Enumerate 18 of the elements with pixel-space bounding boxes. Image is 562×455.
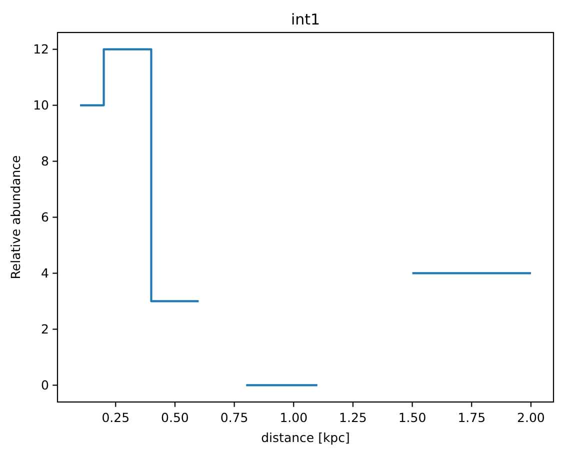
y-tick-label: 0 <box>41 378 50 393</box>
x-tick-label: 0.50 <box>161 410 189 425</box>
y-tick-label: 8 <box>41 154 50 169</box>
y-tick-label: 2 <box>41 322 49 337</box>
x-tick-label: 1.50 <box>398 410 426 425</box>
y-tick-label: 12 <box>33 42 49 57</box>
y-tick-label: 4 <box>41 266 50 281</box>
x-tick-label: 1.00 <box>280 410 308 425</box>
x-axis-title: distance [kpc] <box>261 430 350 445</box>
x-tick-label: 0.75 <box>220 410 248 425</box>
x-tick-label: 2.00 <box>517 410 545 425</box>
y-tick-label: 6 <box>41 210 50 225</box>
x-tick-label: 1.75 <box>458 410 486 425</box>
x-tick-label: 0.25 <box>102 410 130 425</box>
y-axis-title: Relative abundance <box>8 154 23 280</box>
x-tick-label: 1.25 <box>339 410 367 425</box>
y-tick-label: 10 <box>33 98 50 113</box>
chart-title: int1 <box>290 10 320 28</box>
